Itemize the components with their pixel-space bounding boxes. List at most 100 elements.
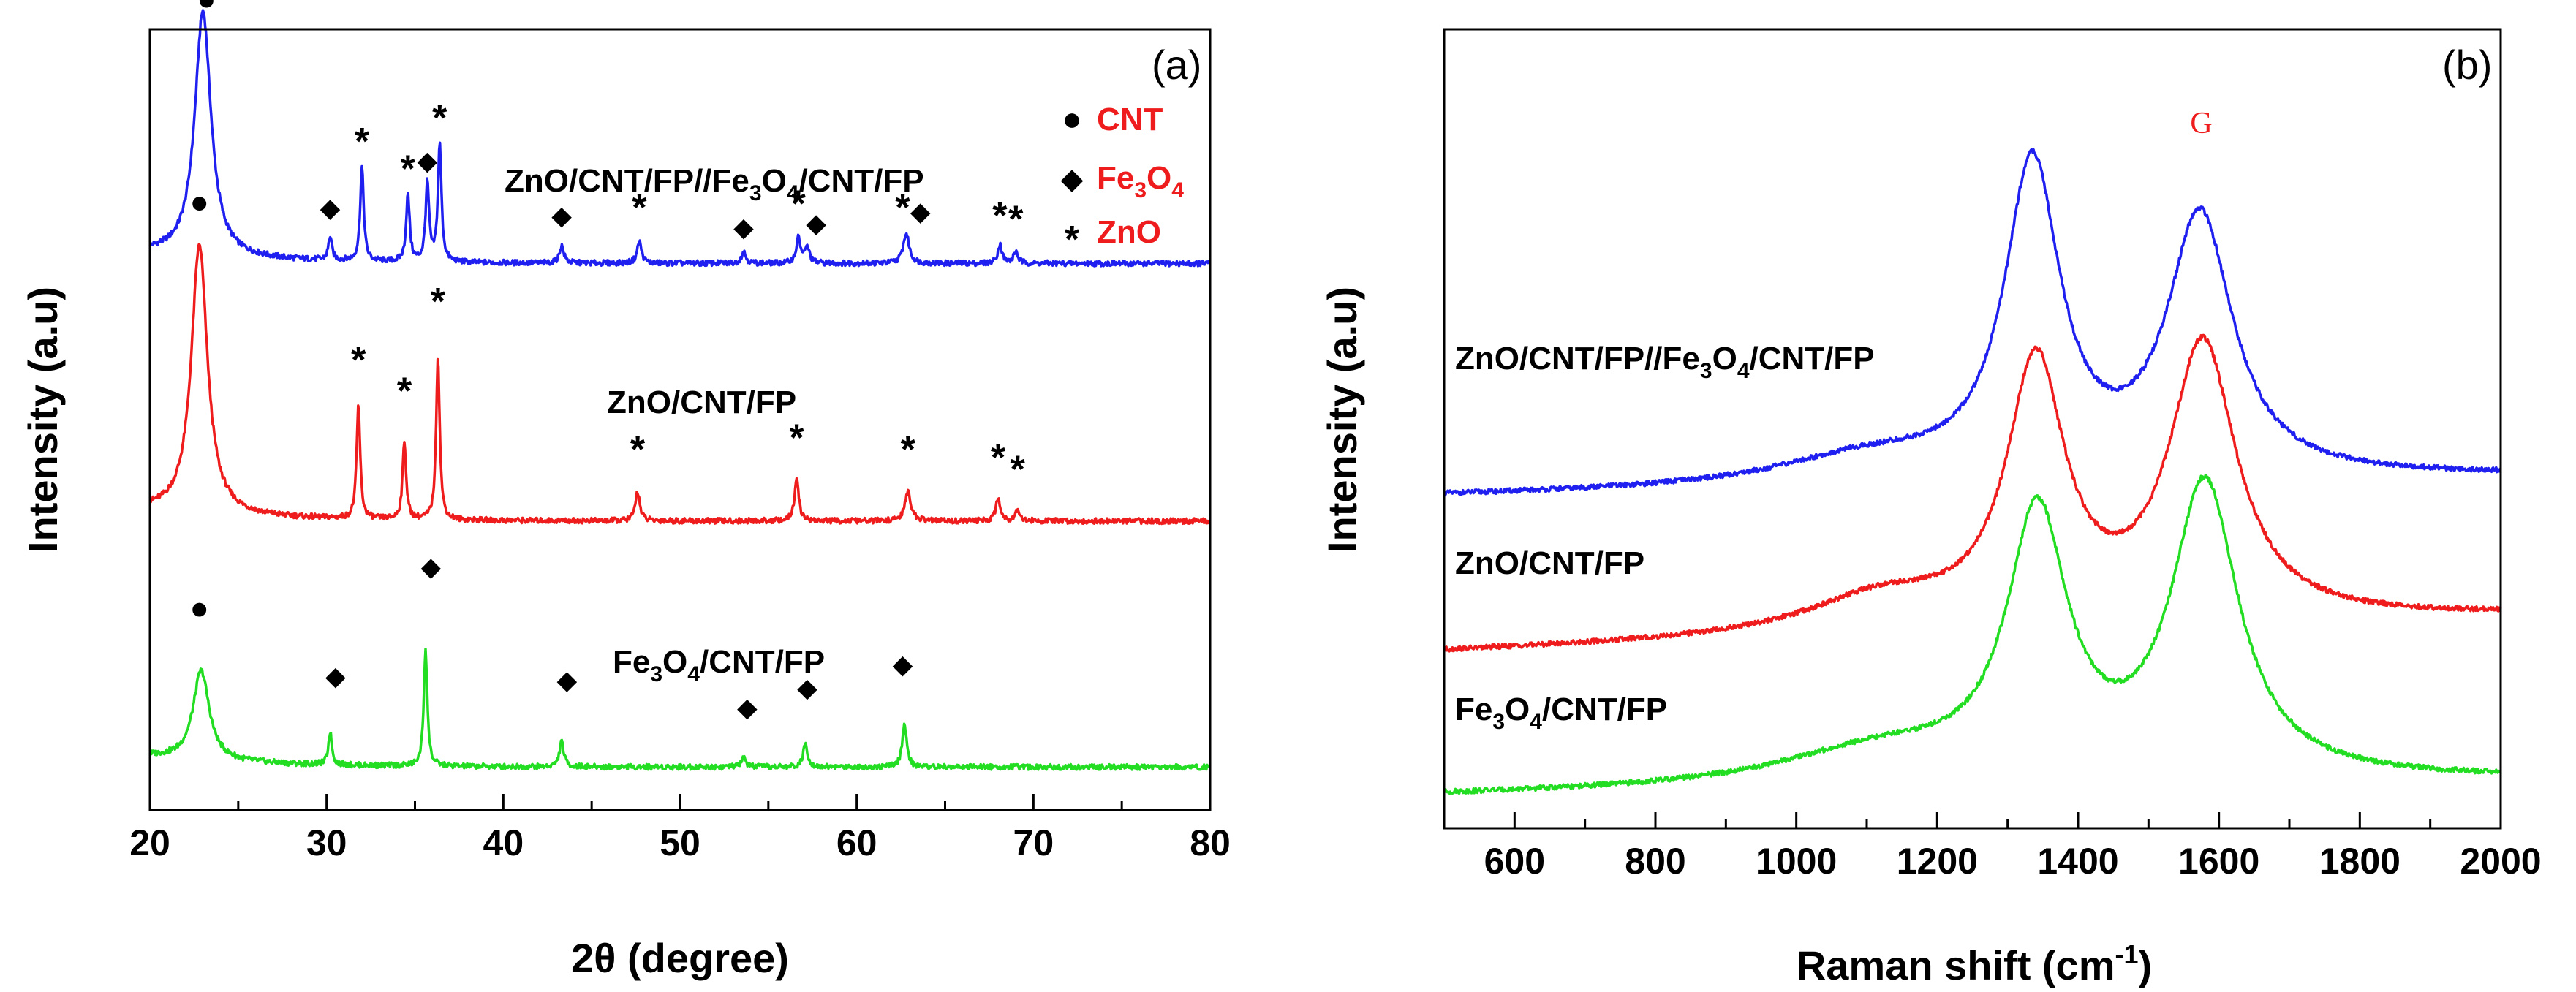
raman-line-red — [1443, 333, 2502, 653]
raman-label-fe3o4-sub4: 4 — [1530, 710, 1542, 734]
raman-x-axis-title: Raman shift (cm-1) — [1797, 939, 2152, 988]
xrd-fe-marker-green-2: ◆ — [420, 552, 441, 582]
raman-label-composite-part1: ZnO/CNT/FP//Fe — [1455, 341, 1700, 376]
raman-tick-label: 1800 — [2319, 841, 2401, 882]
raman-label-composite: ZnO/CNT/FP//Fe3O4/CNT/FP — [1455, 341, 1875, 383]
xrd-fe-marker-blue-4: ◆ — [418, 145, 438, 175]
raman-tick-label: 1200 — [1897, 841, 1978, 882]
raman-label-fe3o4-sub3: 3 — [1492, 710, 1505, 734]
raman-line-green — [1443, 473, 2501, 795]
legend-zno-label: ZnO — [1097, 214, 1161, 250]
xrd-y-axis-title: Intensity (a.u) — [20, 287, 66, 553]
legend-fe3o4-label: Fe3O4 — [1097, 160, 1184, 202]
xrd-label-composite-sub3: 3 — [749, 181, 762, 205]
xrd-fe-marker-green-4: ◆ — [737, 692, 758, 722]
legend-fe3o4-sub4: 4 — [1171, 178, 1184, 202]
xrd-label-fe3o4-fe: Fe — [613, 644, 650, 680]
xrd-zno-marker-blue-7: * — [632, 187, 647, 230]
xrd-zno-marker-red-1: * — [351, 339, 366, 382]
xrd-tick-label: 70 — [1013, 822, 1054, 863]
xrd-x-ticks: 20 30 40 50 60 70 80 — [129, 794, 1231, 863]
xrd-tick-label: 40 — [483, 822, 524, 863]
xrd-label-fe3o4-o: O — [662, 644, 687, 680]
xrd-label-composite-o: O — [762, 163, 787, 199]
xrd-zno-marker-blue-14: * — [1008, 199, 1024, 241]
xrd-cnt-marker-blue-0: ● — [197, 0, 216, 17]
raman-label-composite-part3: /CNT/FP — [1750, 341, 1875, 376]
raman-line-blue — [1443, 148, 2502, 497]
xrd-line-blue — [148, 9, 1212, 268]
raman-tick-label: 2000 — [2460, 841, 2541, 882]
xrd-tick-label: 30 — [306, 822, 347, 863]
legend-fe3o4-text: Fe — [1097, 160, 1134, 196]
xrd-fe-marker-blue-6: ◆ — [551, 200, 572, 230]
raman-label-composite-o: O — [1712, 341, 1737, 376]
legend-fe3o4-marker: ◆ — [1061, 163, 1084, 195]
legend-cnt-label: CNT — [1097, 102, 1163, 137]
legend-fe3o4-sub3: 3 — [1134, 178, 1147, 202]
xrd-zno-marker-red-4: * — [630, 429, 646, 472]
xrd-zno-marker-red-7: * — [991, 436, 1006, 479]
raman-band-label-D: D — [2020, 0, 2041, 1]
raman-tick-label: 600 — [1484, 841, 1545, 882]
raman-series-layer — [1443, 148, 2502, 795]
xrd-zno-marker-red-8: * — [1010, 448, 1025, 491]
xrd-label-fe3o4-sub4: 4 — [687, 662, 700, 686]
raman-label-composite-sub4: 4 — [1737, 359, 1750, 383]
xrd-tick-label: 80 — [1190, 822, 1231, 863]
raman-band-label-G: G — [2190, 107, 2212, 140]
xrd-label-fe3o4: Fe3O4/CNT/FP — [613, 644, 825, 686]
xrd-zno-marker-blue-5: * — [432, 97, 447, 140]
raman-y-axis-title: Intensity (a.u) — [1319, 287, 1365, 553]
xrd-line-green — [148, 648, 1212, 771]
xrd-zno-marker-red-3: * — [431, 281, 446, 323]
legend-cnt-text: CNT — [1097, 102, 1163, 137]
xrd-fe-marker-blue-1: ◆ — [320, 192, 341, 222]
xrd-tick-label: 20 — [129, 822, 170, 863]
legend-cnt-marker: ● — [1062, 99, 1082, 137]
xrd-cnt-marker-green-0: ● — [189, 590, 209, 626]
xrd-label-zno: ZnO/CNT/FP — [607, 385, 796, 420]
xrd-cnt-marker-red-0: ● — [189, 184, 209, 220]
xrd-tick-label: 60 — [836, 822, 877, 863]
raman-tick-label: 800 — [1625, 841, 1685, 882]
legend-fe3o4-o: O — [1147, 160, 1171, 196]
raman-x-title-sup: -1 — [2115, 939, 2138, 969]
raman-label-zno: ZnO/CNT/FP — [1455, 545, 1644, 581]
xrd-legend: ● CNT ◆ Fe3O4 * ZnO — [1061, 99, 1185, 261]
raman-label-composite-sub3: 3 — [1700, 359, 1712, 383]
xrd-fe-marker-blue-8: ◆ — [733, 212, 754, 242]
xrd-zno-marker-blue-2: * — [355, 121, 370, 163]
raman-x-title-close: ) — [2139, 942, 2153, 988]
xrd-tick-label: 50 — [660, 822, 700, 863]
xrd-fe-marker-green-6: ◆ — [893, 649, 913, 679]
xrd-series-layer — [148, 9, 1212, 771]
xrd-label-fe3o4-sub3: 3 — [650, 662, 662, 686]
raman-panel-label: (b) — [2442, 42, 2492, 88]
raman-label-fe3o4-rest: /CNT/FP — [1542, 692, 1667, 727]
xrd-line-red — [148, 243, 1212, 526]
raman-tick-label: 1400 — [2037, 841, 2118, 882]
raman-label-fe3o4-fe: Fe — [1455, 692, 1492, 727]
xrd-panel-label: (a) — [1152, 42, 1201, 88]
xrd-fe-marker-blue-12: ◆ — [910, 197, 931, 227]
raman-plot-frame — [1443, 28, 2502, 830]
xrd-zno-marker-blue-3: * — [401, 148, 416, 190]
raman-label-fe3o4: Fe3O4/CNT/FP — [1455, 692, 1667, 734]
legend-zno-marker: * — [1065, 219, 1080, 261]
xrd-label-composite-sub4: 4 — [787, 181, 799, 205]
xrd-label-fe3o4-rest: /CNT/FP — [700, 644, 825, 680]
raman-tick-label: 1600 — [2178, 841, 2259, 882]
xrd-fe-marker-green-5: ◆ — [797, 673, 817, 703]
xrd-zno-marker-red-6: * — [901, 429, 916, 472]
xrd-fe-marker-green-1: ◆ — [325, 661, 346, 691]
xrd-peak-markers: ●◆**◆*◆*◆*◆*◆**●********●◆◆◆◆◆◆ — [189, 0, 1025, 722]
xrd-fe-marker-green-3: ◆ — [556, 665, 577, 695]
xrd-fe-marker-blue-10: ◆ — [806, 208, 826, 238]
xrd-zno-marker-blue-11: * — [895, 187, 910, 230]
xrd-zno-marker-blue-9: * — [791, 183, 807, 225]
xrd-panel: ●◆**◆*◆*◆*◆*◆**●********●◆◆◆◆◆◆ 20304050… — [20, 0, 1231, 981]
raman-x-title-main: Raman shift (cm — [1797, 942, 2115, 988]
